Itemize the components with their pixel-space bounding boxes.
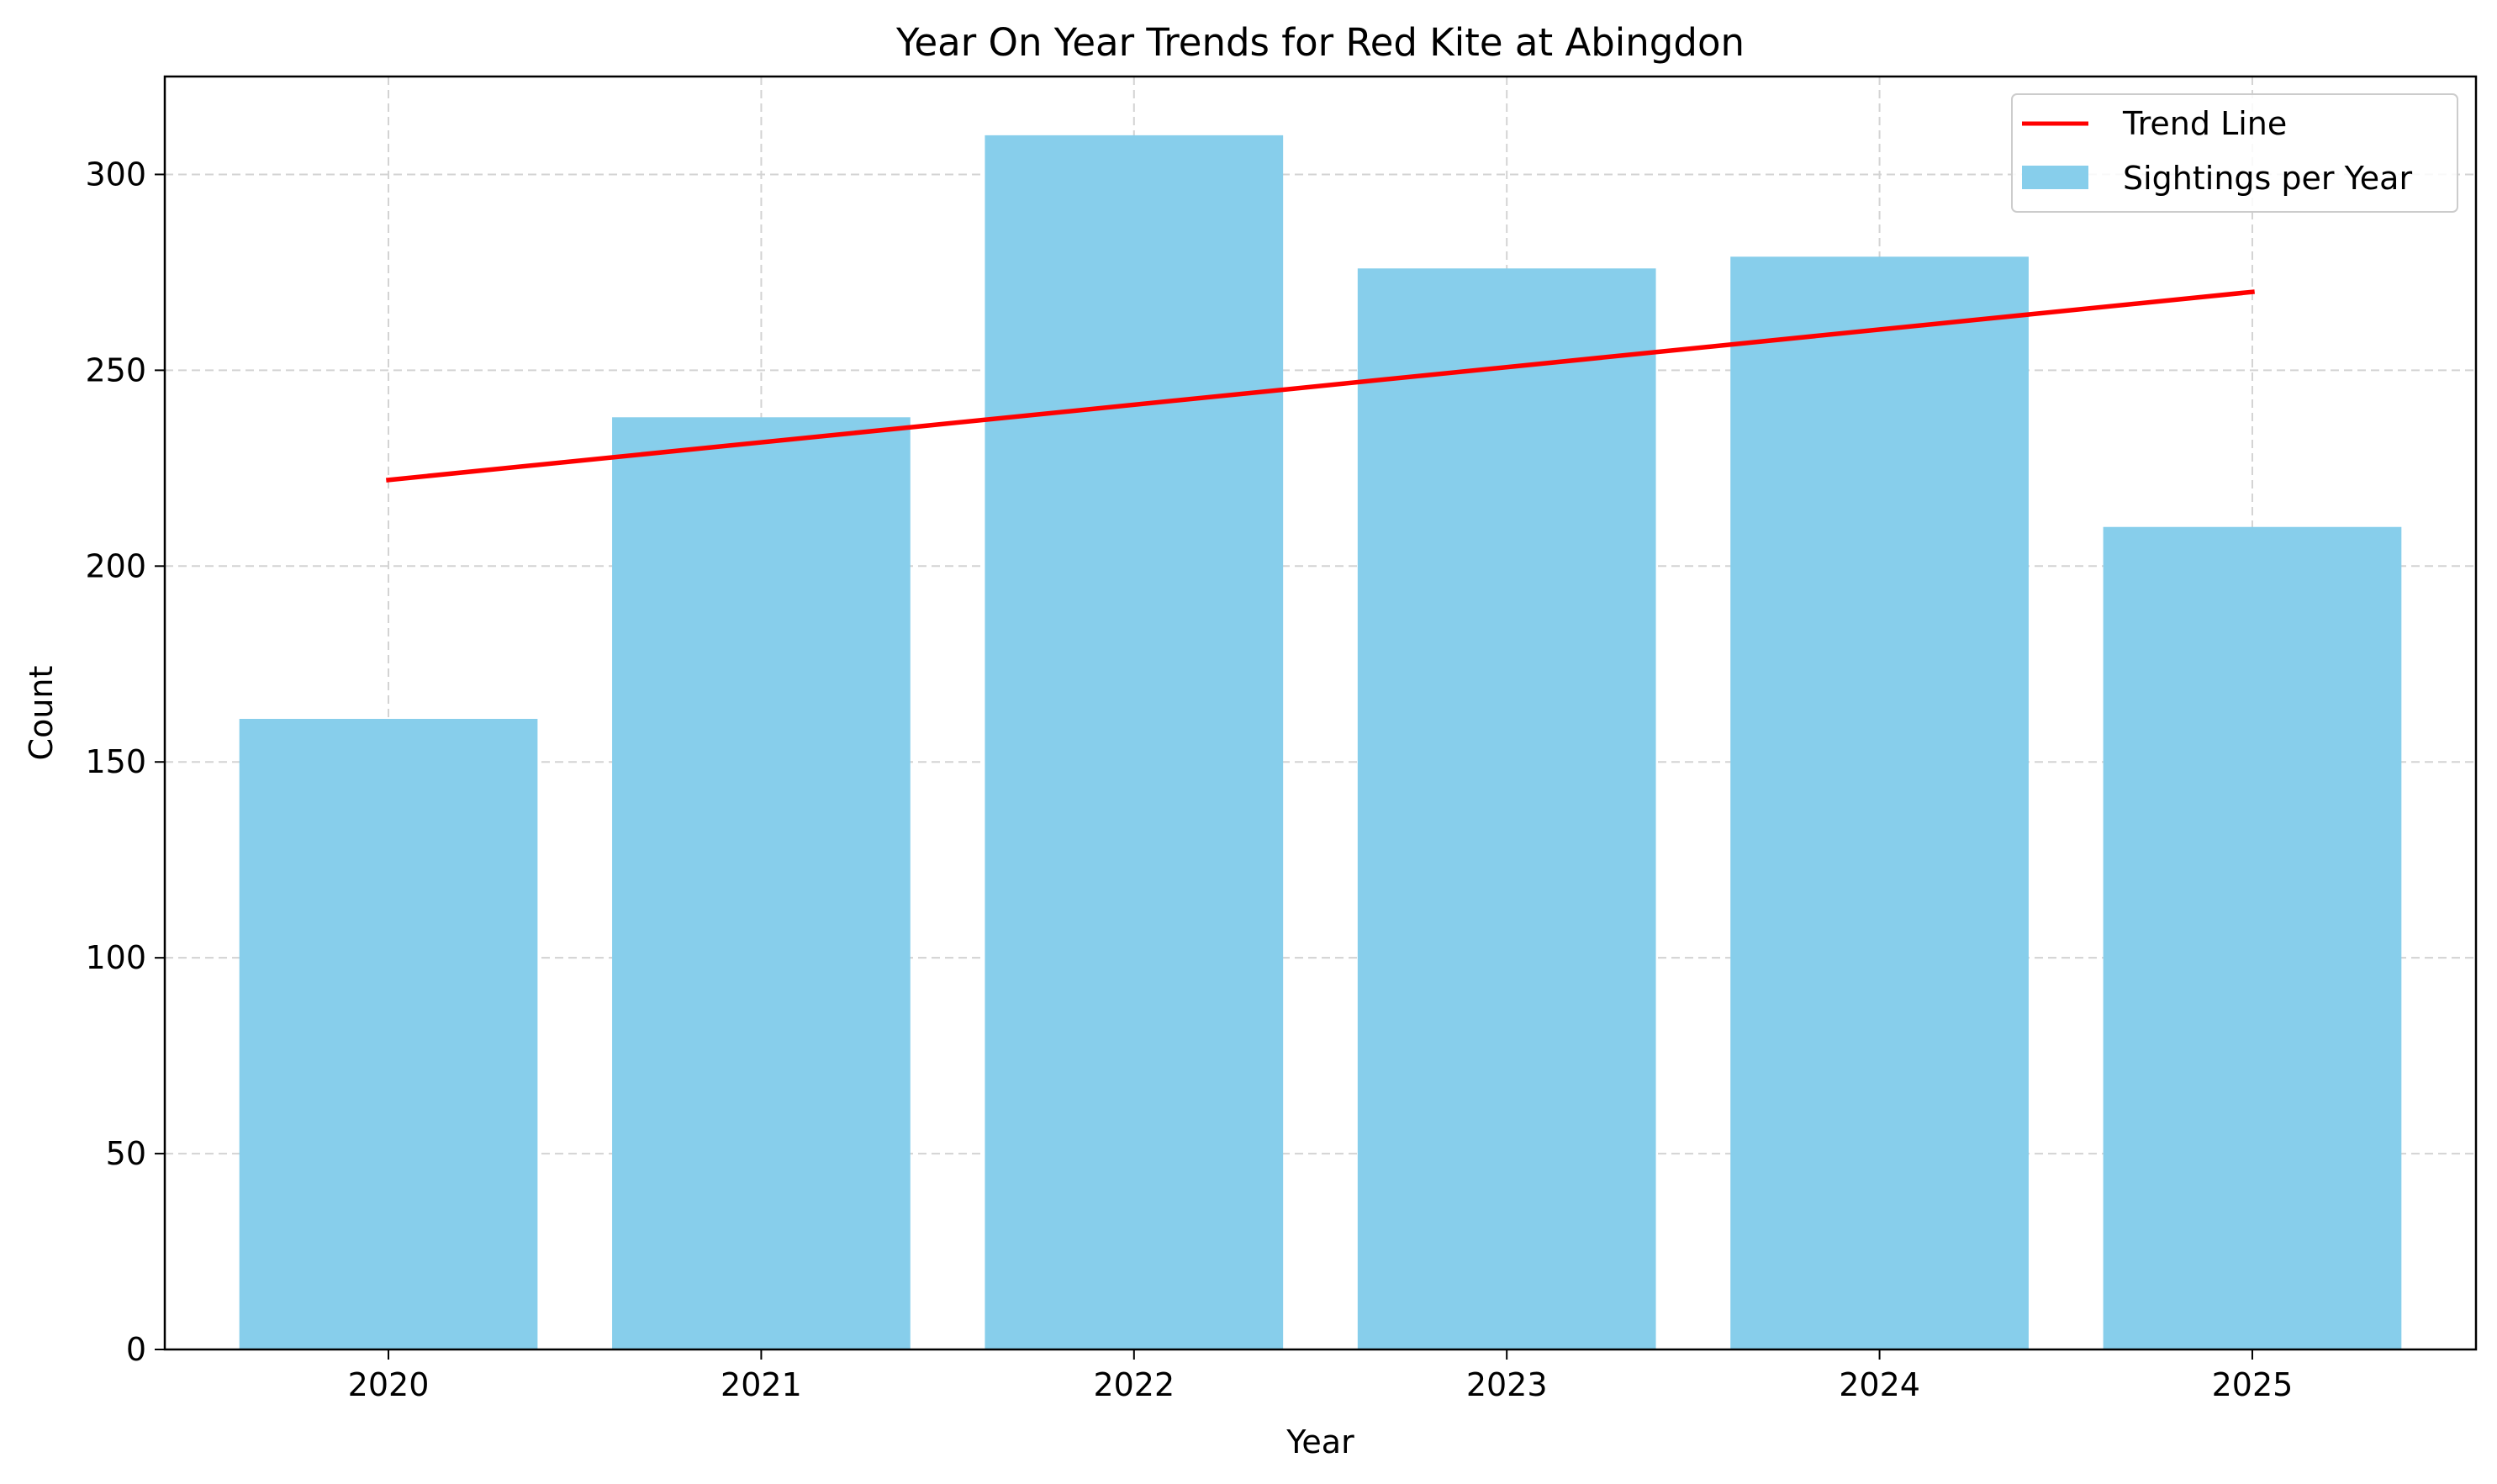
- y-tick-label: 50: [106, 1135, 146, 1172]
- trend-line-layer: [386, 289, 2255, 483]
- x-axis-label: Year: [1285, 1423, 1354, 1460]
- bar: [985, 135, 1284, 1349]
- x-tick-label: 2024: [1839, 1366, 1920, 1403]
- legend-bar-swatch: [2022, 166, 2088, 189]
- x-tick-label: 2020: [348, 1366, 430, 1403]
- plot-frame: [163, 75, 2478, 1351]
- x-tick-label: 2023: [1466, 1366, 1548, 1403]
- legend: Trend Line Sightings per Year: [2011, 93, 2458, 213]
- bar: [1730, 256, 2029, 1349]
- legend-trend-line-label: Trend Line: [2122, 105, 2287, 142]
- trend-line: [386, 289, 2255, 483]
- y-tick-label: 150: [85, 743, 146, 780]
- y-tick-label: 200: [85, 547, 146, 584]
- bar: [2103, 526, 2402, 1349]
- y-tick-label: 300: [85, 156, 146, 193]
- legend-bar-label: Sightings per Year: [2123, 160, 2412, 197]
- y-tick-label: 100: [85, 939, 146, 976]
- ticks-layer: 0 50 100 150 200 250 300 2020 2021 2022 2023 2024 20…: [85, 156, 2293, 1403]
- x-tick-label: 2021: [721, 1366, 802, 1403]
- x-tick-label: 2025: [2212, 1366, 2294, 1403]
- x-tick-label: 2022: [1093, 1366, 1175, 1403]
- bar: [239, 718, 538, 1349]
- y-tick-label: 250: [85, 351, 146, 388]
- bar: [612, 417, 911, 1350]
- y-axis-label: Count: [23, 666, 60, 761]
- bars-layer: [239, 135, 2402, 1350]
- legend-box: [2011, 93, 2458, 213]
- bar: [1357, 268, 1656, 1349]
- y-tick-label: 0: [126, 1331, 146, 1368]
- chart-title: Year On Year Trends for Red Kite at Abin…: [895, 20, 1745, 65]
